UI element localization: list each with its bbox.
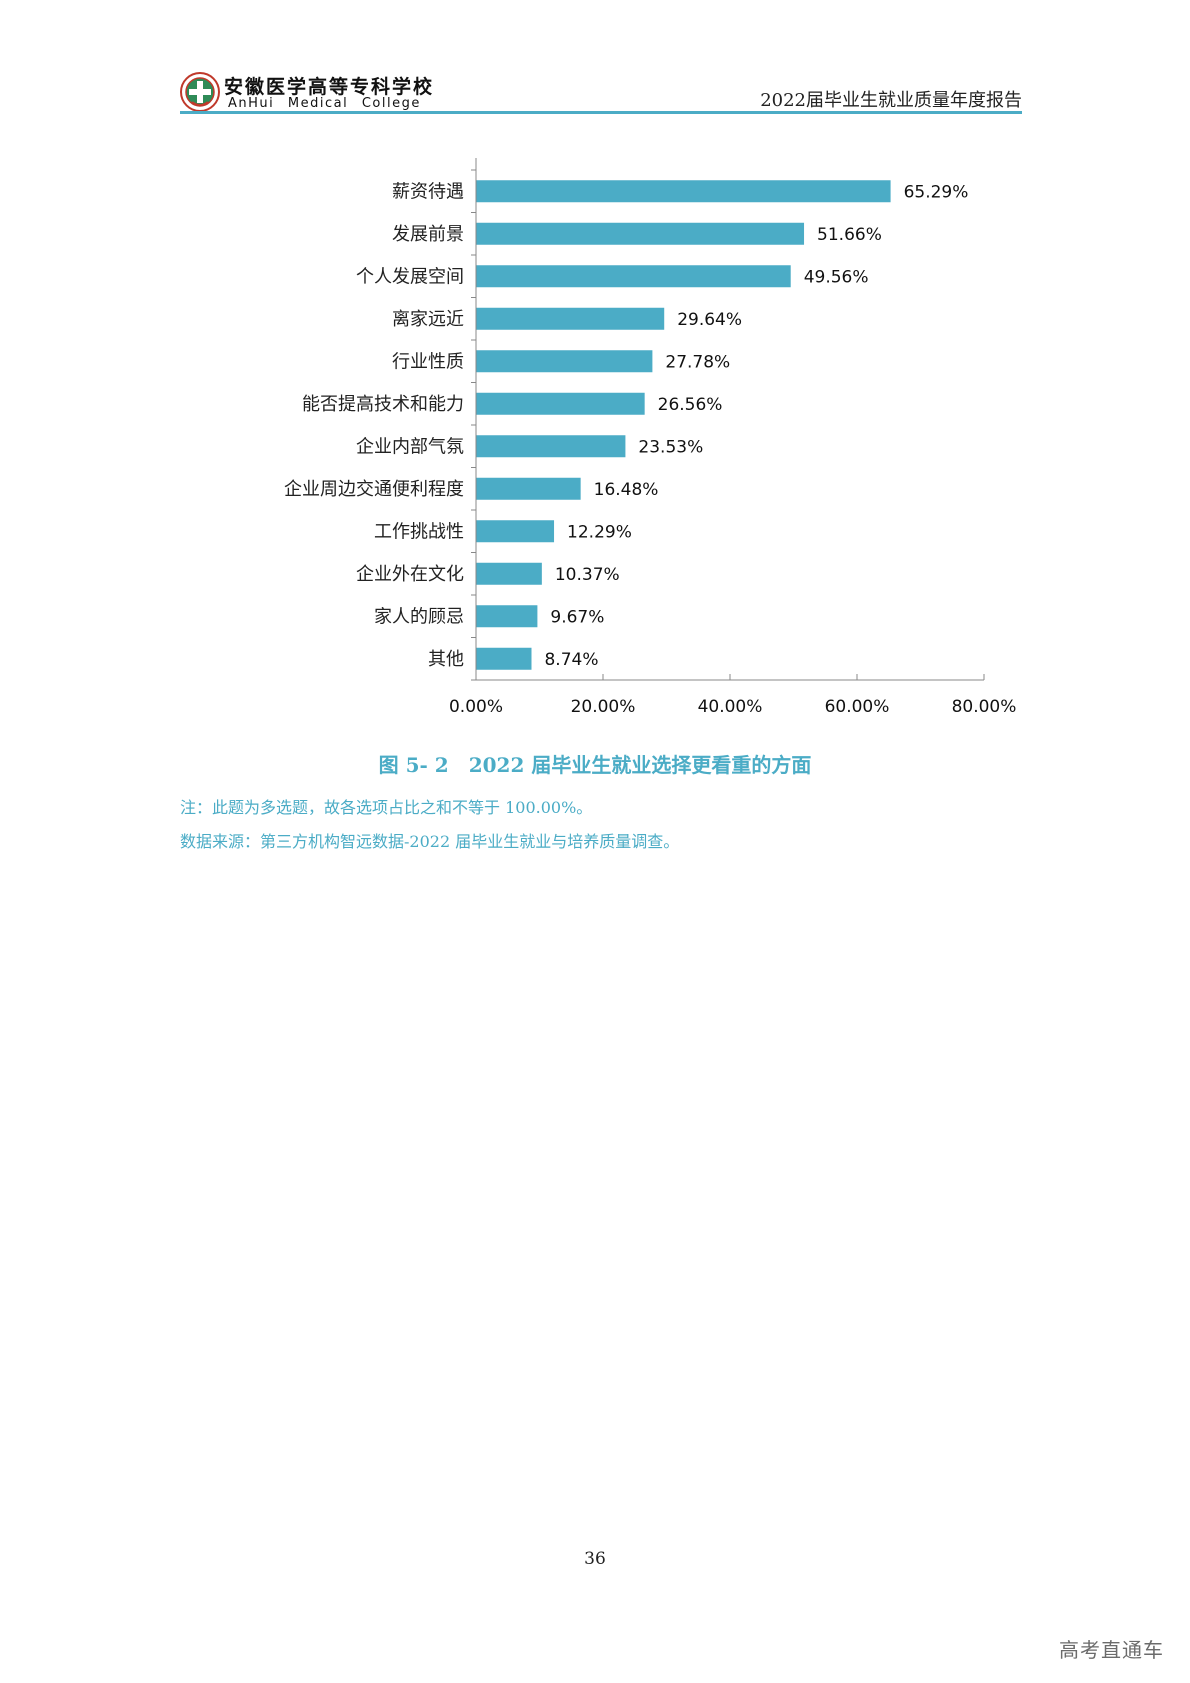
bar bbox=[476, 222, 805, 245]
x-tick-label: 20.00% bbox=[571, 697, 636, 717]
report-title: 2022届毕业生就业质量年度报告 bbox=[760, 90, 1022, 111]
school-name-cn: 安徽医学高等专科学校 bbox=[224, 76, 435, 98]
x-tick-label: 40.00% bbox=[698, 697, 763, 717]
chart-note: 注：此题为多选题，故各选项占比之和不等于 100.00%。 bbox=[180, 798, 593, 817]
bar-chart: 薪资待遇 65.29% 发展前景 51.66% 个人发展空间 49.56% 离家远近 29.6… bbox=[284, 158, 1017, 717]
data-source-note: 数据来源：第三方机构智远数据-2022 届毕业生就业与培养质量调查。 bbox=[180, 832, 680, 851]
bar bbox=[476, 605, 538, 628]
category-label: 个人发展空间 bbox=[356, 266, 464, 287]
data-label: 9.67% bbox=[550, 607, 604, 627]
data-label: 8.74% bbox=[544, 650, 598, 670]
bar bbox=[476, 435, 626, 458]
category-label: 离家远近 bbox=[392, 309, 464, 330]
bar bbox=[476, 265, 791, 288]
category-label: 发展前景 bbox=[392, 224, 464, 245]
bar bbox=[476, 520, 555, 543]
figure-caption: 图 5- 2 2022 届毕业生就业选择更看重的方面 bbox=[378, 753, 812, 777]
category-label: 企业内部气氛 bbox=[356, 436, 464, 457]
school-name-en: AnHui Medical College bbox=[228, 96, 421, 111]
data-label: 49.56% bbox=[804, 267, 869, 287]
page-number: 36 bbox=[584, 1549, 606, 1569]
x-tick-label: 60.00% bbox=[825, 697, 890, 717]
category-label: 企业周边交通便利程度 bbox=[284, 479, 464, 500]
data-label: 26.56% bbox=[658, 395, 723, 415]
category-label: 其他 bbox=[428, 649, 464, 670]
data-label: 23.53% bbox=[638, 437, 703, 457]
data-label: 51.66% bbox=[817, 225, 882, 245]
header-rule bbox=[180, 111, 1022, 114]
watermark: 高考直通车 bbox=[1059, 1638, 1164, 1662]
bar bbox=[476, 562, 542, 585]
bar bbox=[476, 392, 645, 415]
x-tick-label: 0.00% bbox=[449, 697, 503, 717]
data-label: 29.64% bbox=[677, 310, 742, 330]
category-label: 家人的顾忌 bbox=[374, 606, 464, 627]
data-label: 27.78% bbox=[665, 352, 730, 372]
data-label: 12.29% bbox=[567, 522, 632, 542]
bar bbox=[476, 307, 665, 330]
bar bbox=[476, 477, 581, 500]
category-label: 薪资待遇 bbox=[392, 181, 464, 202]
x-tick-label: 80.00% bbox=[952, 697, 1017, 717]
category-label: 企业外在文化 bbox=[356, 564, 464, 585]
category-label: 工作挑战性 bbox=[374, 521, 464, 542]
bar bbox=[476, 180, 891, 203]
data-label: 10.37% bbox=[555, 565, 620, 585]
data-label: 65.29% bbox=[904, 182, 969, 202]
data-label: 16.48% bbox=[594, 480, 659, 500]
bar bbox=[476, 350, 653, 373]
bar bbox=[476, 647, 532, 670]
page-header: 安徽医学高等专科学校 AnHui Medical College 2022届毕业… bbox=[180, 70, 1022, 114]
school-seal-logo bbox=[180, 72, 220, 112]
category-label: 行业性质 bbox=[392, 351, 464, 372]
category-label: 能否提高技术和能力 bbox=[302, 394, 464, 415]
